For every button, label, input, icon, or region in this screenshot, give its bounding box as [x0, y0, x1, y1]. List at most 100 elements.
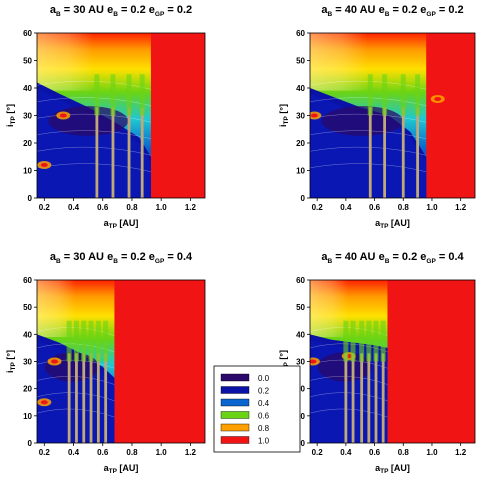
resonance-line	[89, 353, 93, 443]
resonance-line	[381, 353, 385, 443]
x-tick-label: 1.0	[156, 203, 168, 212]
x-tick-label: 0.6	[369, 203, 381, 212]
stable-core	[48, 106, 129, 136]
y-tick-label: 10	[296, 412, 305, 421]
x-axis-label: aTP [AU]	[375, 463, 410, 475]
x-tick-label: 0.8	[126, 203, 138, 212]
y-tick-label: 20	[23, 385, 32, 394]
legend-label: 0.2	[258, 387, 270, 396]
panel-bottom-left: 0 10 20 30 40 50 60 0.2 0.4 0.6 0.8 1.0 1.2 aTP [AU] i…	[5, 251, 206, 475]
x-tick-label: 0.6	[97, 448, 109, 457]
legend-swatch	[220, 423, 250, 432]
resonance-island-core	[310, 113, 318, 118]
panel-title: aB = 40 AU eB = 0.2 eGP = 0.2	[321, 4, 463, 18]
y-tick-label: 60	[23, 276, 32, 285]
resonance-line	[82, 353, 86, 443]
resonance-line	[127, 107, 131, 198]
x-tick-label: 0.4	[340, 203, 352, 212]
resonance-island-core	[51, 359, 59, 364]
x-tick-label: 0.2	[39, 448, 51, 457]
resonance-line	[360, 353, 364, 443]
x-tick-label: 1.0	[426, 448, 438, 457]
heatmap-area	[37, 33, 205, 198]
y-tick-label: 60	[296, 29, 305, 38]
x-tick-label: 0.2	[312, 203, 324, 212]
y-tick-label: 40	[296, 84, 305, 93]
x-tick-label: 0.4	[68, 203, 80, 212]
y-tick-label: 50	[296, 57, 305, 66]
y-axis-label: iTP [°]	[5, 104, 17, 127]
y-tick-label: 0	[301, 194, 306, 203]
x-tick-label: 1.2	[455, 448, 467, 457]
x-axis-label: aTP [AU]	[104, 218, 139, 230]
x-axis-label: aTP [AU]	[375, 218, 410, 230]
y-tick-label: 50	[23, 303, 32, 312]
y-tick-label: 0	[301, 439, 306, 448]
resonance-line	[368, 107, 372, 198]
x-tick-label: 0.6	[97, 203, 109, 212]
y-tick-label: 0	[28, 194, 33, 203]
resonance-island-core	[40, 400, 48, 405]
legend-label: 0.6	[258, 412, 270, 421]
resonance-island-core	[310, 359, 317, 364]
y-tick-label: 10	[23, 167, 32, 176]
x-axis-label: aTP [AU]	[104, 463, 139, 475]
y-tick-label: 0	[28, 439, 33, 448]
resonance-line	[95, 107, 99, 198]
legend-label: 1.0	[258, 437, 270, 446]
y-tick-label: 40	[296, 330, 305, 339]
legend-label: 0.0	[258, 374, 270, 383]
resonance-line	[96, 353, 100, 443]
resonance-line	[416, 107, 420, 198]
legend-swatch	[220, 436, 250, 444]
legend-swatch	[220, 373, 250, 382]
legend-label: 0.4	[258, 399, 270, 408]
y-tick-label: 60	[296, 276, 305, 285]
y-tick-label: 30	[296, 358, 305, 367]
y-axis-label: iTP [°]	[278, 104, 290, 127]
x-tick-label: 1.2	[455, 203, 467, 212]
y-tick-label: 20	[296, 385, 305, 394]
heatmap-area	[310, 280, 475, 443]
panel-title: aB = 30 AU eB = 0.2 eGP = 0.2	[50, 4, 192, 18]
resonance-island-core	[40, 163, 48, 167]
legend-label: 0.8	[258, 424, 270, 433]
legend-swatch	[220, 386, 250, 394]
resonance-line	[344, 353, 348, 443]
legend-swatch	[220, 398, 250, 407]
x-tick-label: 1.2	[185, 448, 197, 457]
y-tick-label: 20	[296, 139, 305, 148]
x-tick-label: 0.8	[398, 203, 410, 212]
panel-top-left: 0 10 20 30 40 50 60 0.2 0.4 0.6 0.8 1.0 1.2 aTP [AU] i…	[5, 4, 206, 230]
y-tick-label: 40	[23, 84, 32, 93]
legend-swatch	[220, 411, 250, 419]
x-tick-label: 1.0	[426, 203, 438, 212]
y-tick-label: 30	[23, 358, 32, 367]
resonance-line	[374, 353, 378, 443]
x-tick-label: 1.2	[185, 203, 197, 212]
y-tick-label: 10	[296, 167, 305, 176]
y-tick-label: 50	[296, 303, 305, 312]
panel-title: aB = 40 AU eB = 0.2 eGP = 0.4	[321, 251, 464, 265]
y-tick-label: 50	[23, 57, 32, 66]
x-tick-label: 0.4	[68, 448, 80, 457]
resonance-line	[67, 353, 71, 443]
panel-title: aB = 30 AU eB = 0.2 eGP = 0.4	[50, 251, 193, 265]
resonance-line	[104, 353, 108, 443]
resonance-line	[383, 107, 387, 198]
resonance-line	[140, 107, 144, 198]
resonance-line	[351, 353, 355, 443]
x-tick-label: 0.8	[126, 448, 138, 457]
resonance-line	[401, 107, 405, 198]
y-tick-label: 60	[23, 29, 32, 38]
y-axis-label: iTP [°]	[5, 350, 17, 373]
heatmap-area	[310, 33, 475, 198]
stable-core	[321, 106, 403, 136]
x-tick-label: 1.0	[156, 448, 168, 457]
y-tick-label: 40	[23, 330, 32, 339]
resonance-line	[111, 107, 115, 198]
y-tick-label: 30	[296, 112, 305, 121]
x-tick-label: 0.6	[369, 448, 381, 457]
x-tick-label: 0.8	[398, 448, 410, 457]
